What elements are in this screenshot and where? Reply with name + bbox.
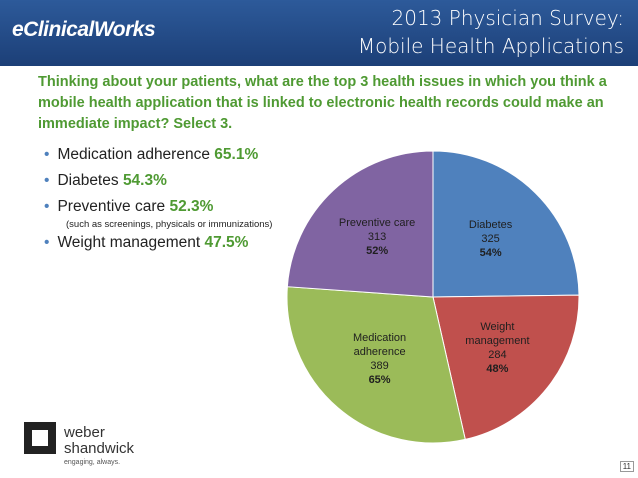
slice-percent: 65% bbox=[368, 374, 391, 387]
slice-name: Diabetes bbox=[468, 218, 513, 231]
bullet-note: (such as screenings, physicals or immuni… bbox=[66, 219, 273, 230]
pie-slice bbox=[432, 294, 580, 440]
bullet: • Preventive care 52.3% bbox=[44, 198, 213, 216]
tagline: engaging, always. bbox=[64, 459, 121, 466]
bullet-dot: • bbox=[44, 234, 50, 251]
bullet-value: 65.1% bbox=[214, 146, 259, 163]
question: Thinking about your patients, what are t… bbox=[38, 74, 607, 132]
bullet-value: 54.3% bbox=[122, 172, 167, 189]
brand: weber bbox=[64, 424, 105, 441]
bullet-label: Preventive care bbox=[57, 198, 166, 215]
bullet-value: 52.3% bbox=[169, 198, 214, 215]
bullet: • Medication adherence 65.1% bbox=[44, 146, 258, 164]
slice-name: Weight management bbox=[465, 320, 530, 347]
page-number: 11 bbox=[619, 461, 634, 472]
slice-value: 284 bbox=[488, 348, 507, 361]
slice-label: Medication adherence 389 65% bbox=[340, 331, 420, 387]
slice-value: 389 bbox=[370, 360, 389, 373]
slice-name: Preventive care bbox=[338, 217, 416, 229]
bullet-dot: • bbox=[44, 198, 50, 215]
title: 2013 Physician Survey: bbox=[391, 6, 625, 30]
slice-percent: 54% bbox=[479, 246, 502, 259]
header-band bbox=[0, 0, 638, 66]
bullet: • Diabetes 54.3% bbox=[44, 172, 167, 190]
bullet-label: Diabetes bbox=[57, 172, 119, 189]
logo: eClinicalWorks bbox=[12, 18, 156, 41]
pie-slice bbox=[286, 286, 466, 444]
bullet: • Weight management 47.5% bbox=[44, 234, 248, 252]
slice-value: 325 bbox=[481, 232, 500, 245]
slice-label: Preventive care 313 52% bbox=[337, 216, 417, 258]
slice-percent: 52% bbox=[366, 245, 389, 257]
slice-label: Weight management 284 48% bbox=[457, 320, 537, 376]
bullet-value: 47.5% bbox=[204, 234, 249, 251]
slice-percent: 48% bbox=[486, 362, 509, 375]
slice-value: 313 bbox=[367, 231, 387, 243]
bullet-label: Weight management bbox=[57, 234, 201, 251]
bullet-dot: • bbox=[44, 146, 50, 163]
bullet-dot: • bbox=[44, 172, 50, 189]
slice-name: Medication adherence bbox=[352, 332, 407, 359]
brand: shandwick bbox=[64, 440, 135, 457]
bullet-label: Medication adherence bbox=[57, 146, 210, 163]
title: Mobile Health Applications bbox=[357, 34, 624, 58]
slice-label: Diabetes 325 54% bbox=[451, 218, 531, 260]
brand-icon bbox=[24, 422, 56, 454]
pie-slice bbox=[286, 150, 434, 298]
pie-slice bbox=[432, 150, 580, 298]
